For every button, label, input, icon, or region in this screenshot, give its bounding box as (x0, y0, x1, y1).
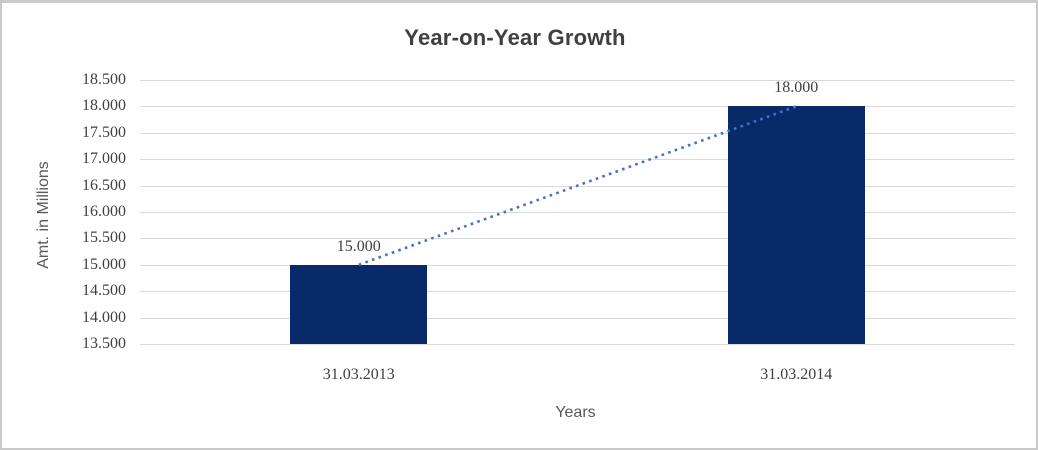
bar-data-label: 15.000 (336, 237, 381, 255)
y-tick-label: 14.000 (82, 308, 126, 326)
gridline (140, 291, 1015, 293)
bar-data-label: 18.000 (774, 79, 819, 97)
gridline (140, 185, 1015, 187)
bar (727, 106, 865, 344)
y-tick-label: 15.500 (82, 229, 126, 247)
gridline (140, 106, 1015, 108)
y-tick-label: 18.500 (82, 71, 126, 88)
chart-title: Year-on-Year Growth (404, 25, 626, 50)
category-label: 31.03.2014 (760, 366, 833, 383)
y-tick-label: 16.500 (82, 176, 126, 194)
gridline (140, 159, 1015, 161)
bar (290, 264, 428, 344)
category-label: 31.03.2013 (322, 366, 395, 383)
y-tick-label: 17.000 (82, 150, 126, 168)
gridline (140, 317, 1015, 319)
y-tick-label: 16.000 (82, 203, 126, 220)
gridline (140, 132, 1015, 134)
gridline (140, 212, 1015, 213)
y-tick-label: 13.500 (82, 335, 126, 352)
gridline (140, 344, 1015, 345)
gridline (140, 80, 1015, 81)
x-axis-title: Years (555, 404, 596, 421)
gridline (140, 238, 1015, 240)
y-tick-label: 15.000 (82, 255, 126, 273)
y-tick-label: 14.500 (82, 282, 126, 300)
y-tick-label: 18.000 (82, 97, 126, 115)
y-tick-label: 17.500 (82, 123, 126, 141)
gridline (140, 264, 1015, 266)
